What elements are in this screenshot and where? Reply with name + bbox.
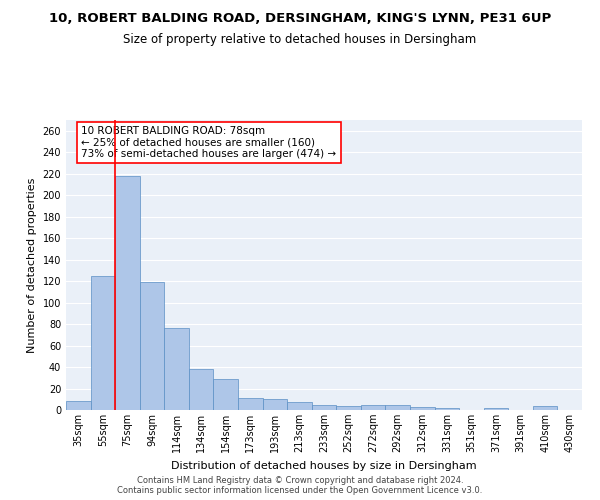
Bar [336,406,361,410]
Bar [385,404,410,410]
Bar [66,402,91,410]
Text: Size of property relative to detached houses in Dersingham: Size of property relative to detached ho… [124,32,476,46]
Bar [214,379,238,410]
Text: Contains HM Land Registry data © Crown copyright and database right 2024.
Contai: Contains HM Land Registry data © Crown c… [118,476,482,495]
Y-axis label: Number of detached properties: Number of detached properties [27,178,37,352]
Bar [434,408,459,410]
Bar [312,404,336,410]
Bar [263,400,287,410]
Text: 10 ROBERT BALDING ROAD: 78sqm
← 25% of detached houses are smaller (160)
73% of : 10 ROBERT BALDING ROAD: 78sqm ← 25% of d… [82,126,337,159]
Bar [115,176,140,410]
Bar [361,404,385,410]
Bar [91,276,115,410]
Text: 10, ROBERT BALDING ROAD, DERSINGHAM, KING'S LYNN, PE31 6UP: 10, ROBERT BALDING ROAD, DERSINGHAM, KIN… [49,12,551,26]
Bar [164,328,189,410]
Bar [533,406,557,410]
Bar [287,402,312,410]
Bar [140,282,164,410]
X-axis label: Distribution of detached houses by size in Dersingham: Distribution of detached houses by size … [171,460,477,470]
Bar [189,369,214,410]
Bar [410,407,434,410]
Bar [484,408,508,410]
Bar [238,398,263,410]
